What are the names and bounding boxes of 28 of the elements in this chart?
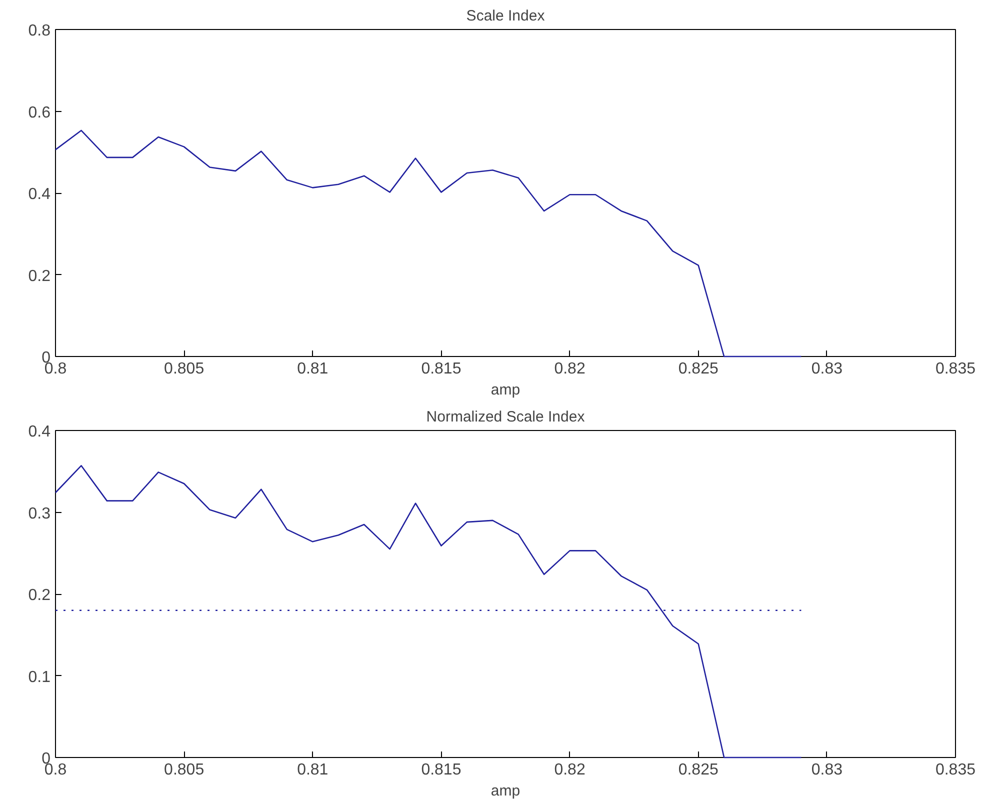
- x-tick-label: 0.815: [421, 360, 462, 378]
- y-tick-label: 0.1: [28, 668, 51, 686]
- x-tick-label: 0.81: [297, 762, 328, 778]
- x-tick-label: 0.825: [678, 762, 718, 778]
- line-series: [54, 130, 802, 358]
- x-tick-label: 0.805: [164, 360, 204, 378]
- x-tick-label: 0.825: [678, 360, 718, 378]
- x-axis-title: amp: [490, 782, 520, 800]
- x-tick-label: 0.835: [935, 762, 976, 778]
- y-tick-label: 0.2: [28, 268, 51, 285]
- x-axis-title: amp: [490, 382, 520, 398]
- x-tick-label: 0.82: [554, 762, 586, 778]
- chart-title: Normalized Scale Index: [426, 408, 586, 426]
- y-tick-label: 0.4: [28, 424, 51, 440]
- x-tick-label: 0.83: [811, 360, 843, 378]
- y-tick-label: 0.4: [28, 186, 51, 203]
- x-tick-label: 0.815: [421, 762, 462, 778]
- y-tick-label: 0.2: [28, 587, 51, 604]
- chart-title: Scale Index: [466, 8, 546, 24]
- x-tick-label: 0.82: [554, 360, 586, 378]
- x-tick-label: 0.805: [164, 762, 204, 778]
- y-tick-label: 0.3: [28, 505, 51, 522]
- y-tick-label: 0.6: [28, 104, 51, 122]
- x-tick-label: 0.81: [297, 360, 328, 378]
- y-tick-label: 0.8: [28, 22, 51, 40]
- x-tick-label: 0.83: [811, 762, 843, 778]
- x-tick-label: 0.835: [935, 360, 976, 378]
- line-series: [54, 465, 802, 758]
